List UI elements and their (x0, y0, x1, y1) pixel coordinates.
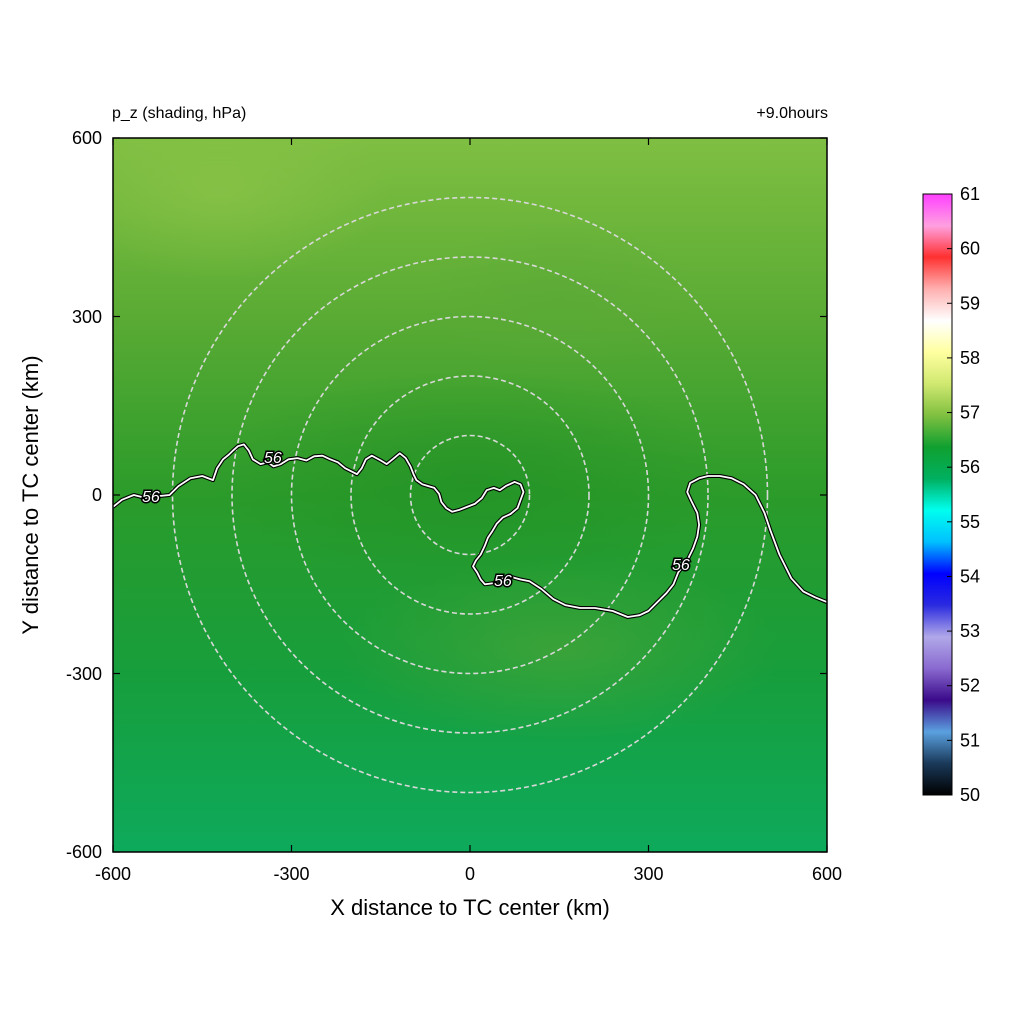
colorbar-label-60: 60 (960, 239, 980, 259)
shading-blob-north (420, 220, 700, 380)
colorbar: 61 60 59 58 57 56 55 54 53 52 51 50 (922, 184, 980, 805)
x-tick-label-300: 300 (633, 864, 663, 884)
chart-title-left: p_z (shading, hPa) (112, 105, 246, 122)
colorbar-label-54: 54 (960, 566, 980, 586)
contour-label-2: 56 (264, 450, 282, 467)
colorbar-ticks: 61 60 59 58 57 56 55 54 53 52 51 50 (947, 184, 980, 805)
colorbar-gradient (922, 193, 953, 796)
colorbar-label-56: 56 (960, 457, 980, 477)
colorbar-label-55: 55 (960, 512, 980, 532)
shading-blob-center (210, 370, 730, 590)
contour-56 (113, 442, 827, 619)
colorbar-label-53: 53 (960, 621, 980, 641)
colorbar-label-50: 50 (960, 785, 980, 805)
y-tick-label-neg600: -600 (66, 842, 102, 862)
contour-56-line (113, 443, 827, 618)
x-tick-label-600: 600 (812, 864, 842, 884)
y-tick-label-neg300: -300 (66, 664, 102, 684)
x-tick-label-neg300: -300 (273, 864, 309, 884)
shading-blob-northwest (113, 138, 390, 280)
x-tick-label-neg600: -600 (95, 864, 131, 884)
range-ring-300km (290, 315, 650, 675)
range-ring-200km (350, 375, 590, 615)
chart-title-right: +9.0hours (756, 105, 828, 122)
colorbar-label-59: 59 (960, 293, 980, 313)
x-axis-label: X distance to TC center (km) (330, 895, 610, 920)
y-tick-label-0: 0 (92, 485, 102, 505)
plot-area (113, 138, 827, 852)
colorbar-label-51: 51 (960, 730, 980, 750)
x-tick-label-0: 0 (465, 864, 475, 884)
range-ring-500km (171, 196, 769, 794)
y-axis-label: Y distance to TC center (km) (18, 355, 43, 634)
axis-ticks (112, 137, 828, 853)
range-ring-400km (231, 256, 709, 734)
colorbar-label-57: 57 (960, 403, 980, 423)
range-rings (171, 196, 769, 794)
contour-label-3: 56 (494, 573, 512, 590)
contour-label-1: 56 (142, 489, 160, 506)
colorbar-label-61: 61 (960, 184, 980, 204)
contour-label-4: 56 (672, 557, 690, 574)
y-tick-label-600: 600 (72, 128, 102, 148)
range-ring-100km (409, 434, 531, 556)
y-tick-label-300: 300 (72, 307, 102, 327)
colorbar-label-52: 52 (960, 676, 980, 696)
colorbar-label-58: 58 (960, 348, 980, 368)
